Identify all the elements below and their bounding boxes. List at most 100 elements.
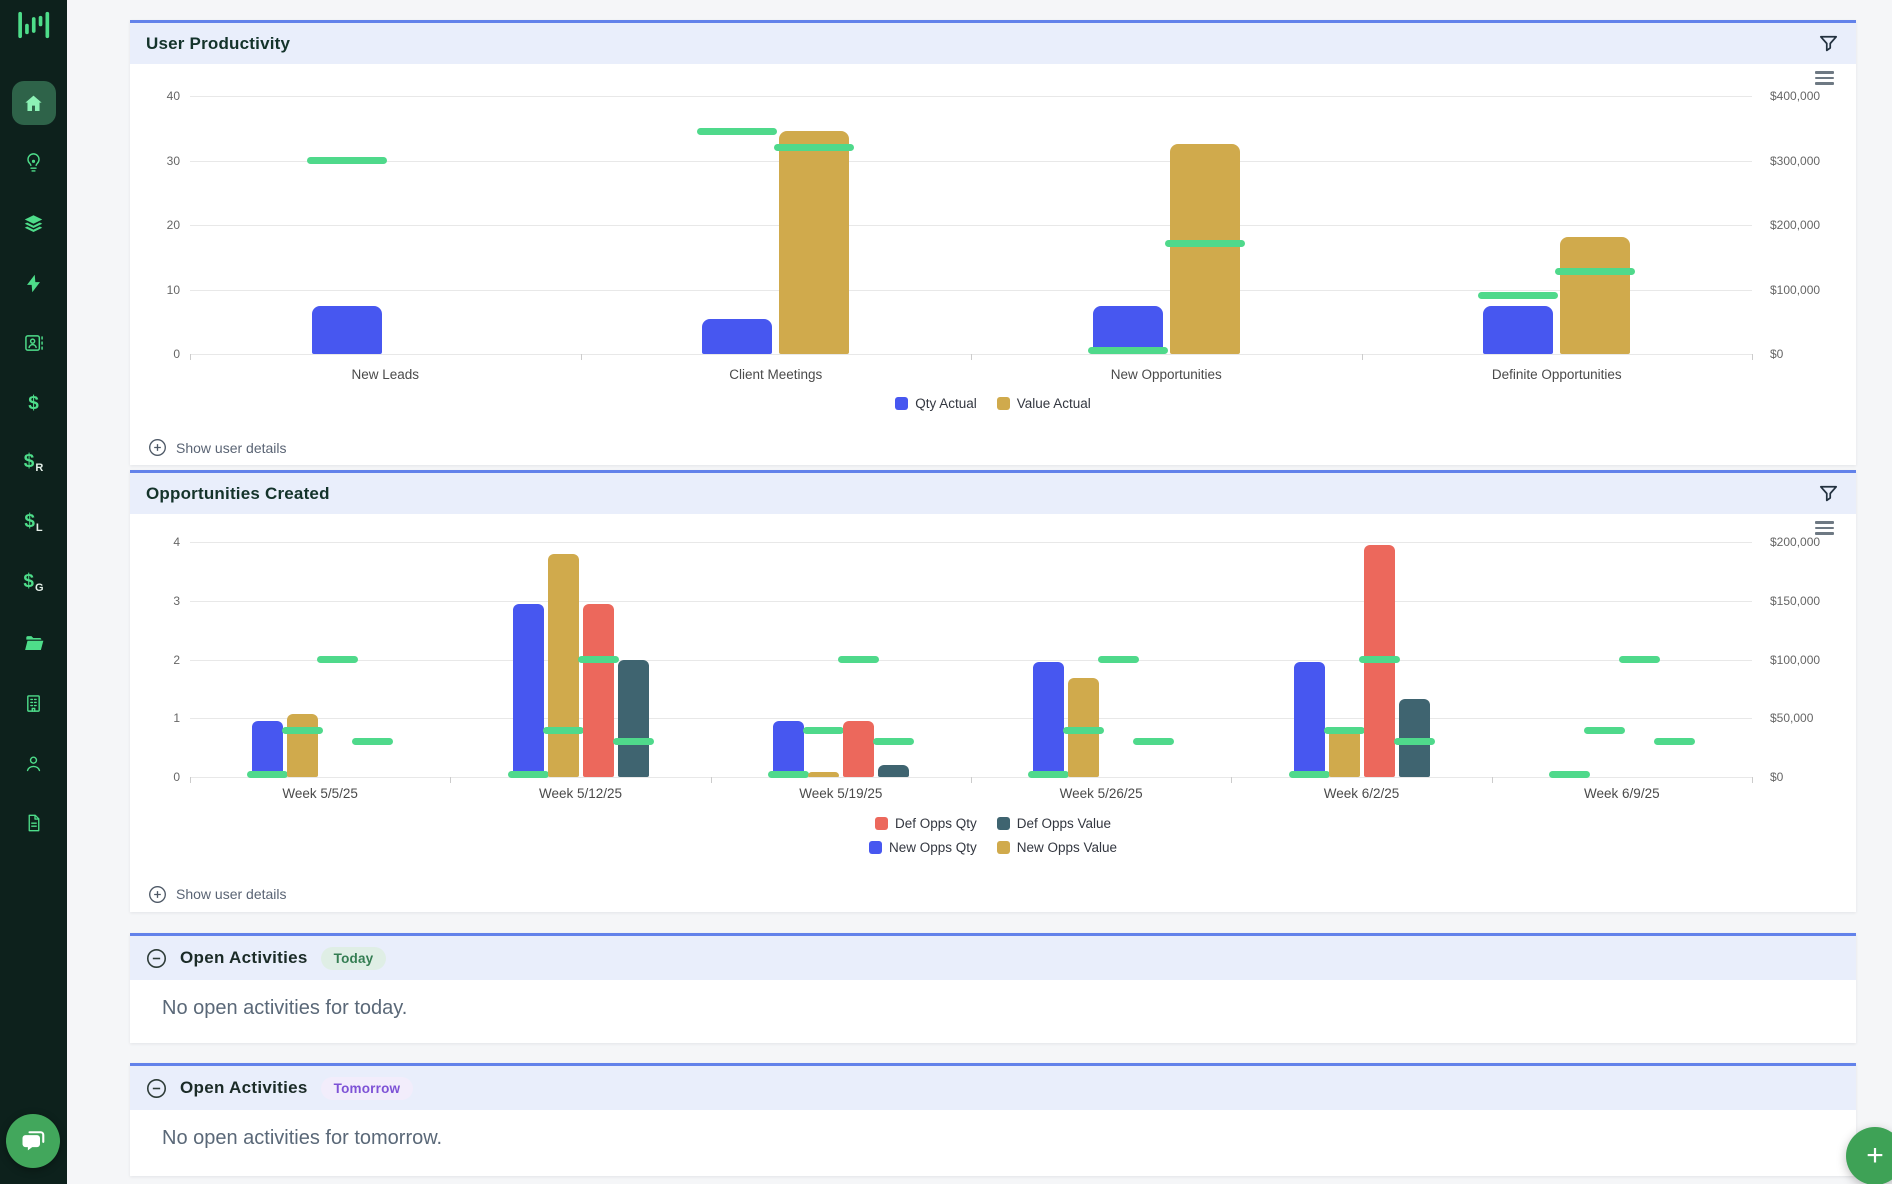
filter-icon[interactable]	[1817, 482, 1840, 505]
target-line-new-opps-qty	[1548, 771, 1590, 778]
y-axis-right-tick-label: $300,000	[1770, 153, 1821, 168]
bar-def-opps-value[interactable]	[1398, 699, 1430, 777]
y-axis-tick-label: 20	[166, 218, 180, 232]
gridline	[190, 225, 1752, 226]
sidebar-item-home[interactable]	[11, 81, 56, 125]
x-axis-tick	[190, 354, 191, 360]
bar-qty-actual[interactable]	[311, 305, 382, 354]
legend-item-value-actual[interactable]: Value Actual	[996, 396, 1091, 411]
bar-def-opps-value[interactable]	[617, 659, 649, 777]
bar-new-opps-qty[interactable]	[1293, 662, 1325, 777]
target-line-qty-actual	[1087, 347, 1168, 355]
bar-new-opps-qty[interactable]	[1033, 662, 1065, 777]
target-line-value-actual	[774, 144, 855, 152]
section-title: Open Activities	[180, 948, 308, 967]
bar-qty-actual[interactable]	[1483, 305, 1554, 354]
target-line-def-opps-qty	[1618, 656, 1660, 663]
sidebar-item-bolt[interactable]	[12, 261, 56, 305]
filter-icon[interactable]	[1817, 32, 1840, 55]
file-icon	[24, 813, 44, 833]
x-axis-tick	[710, 777, 712, 783]
bar-value-actual[interactable]	[779, 131, 850, 354]
target-line-new-opps-qty	[767, 771, 809, 778]
legend-item-def-opps-qty[interactable]: Def Opps Qty	[874, 816, 977, 831]
legend-item-new-opps-qty[interactable]: New Opps Qty	[868, 840, 977, 855]
show-user-details-button[interactable]: Show user details	[130, 430, 1856, 465]
collapse-minus-icon[interactable]	[146, 1078, 167, 1099]
opportunities-created-header: Opportunities Created	[130, 473, 1856, 514]
y-axis-tick-label: 4	[173, 535, 180, 549]
sidebar-item-dollar[interactable]: $	[12, 381, 56, 425]
bar-new-opps-value[interactable]	[547, 553, 579, 777]
target-line-def-opps-qty	[1358, 656, 1400, 663]
target-line-def-opps-value	[1653, 738, 1695, 746]
y-axis-right-tick-label: $200,000	[1770, 535, 1821, 549]
sidebar-item-user[interactable]	[12, 741, 56, 785]
y-axis-right-tick-label: $0	[1770, 347, 1784, 361]
bar-def-opps-value[interactable]	[877, 765, 909, 777]
bar-new-opps-qty[interactable]	[772, 721, 804, 777]
add-button[interactable]: +	[1846, 1127, 1892, 1184]
category-label: Week 6/9/25	[1584, 786, 1660, 801]
bar-new-opps-value[interactable]	[807, 772, 839, 777]
gridline	[190, 160, 1752, 162]
target-line-def-opps-qty	[1098, 656, 1140, 663]
category-label: Week 5/5/25	[282, 786, 358, 801]
target-line-qty-actual	[1478, 292, 1559, 300]
target-line-value-actual	[1164, 239, 1245, 247]
plus-icon: +	[1866, 1139, 1884, 1172]
app-logo[interactable]	[0, 8, 67, 42]
bar-new-opps-qty[interactable]	[512, 603, 544, 777]
bar-def-opps-qty[interactable]	[582, 603, 614, 777]
sidebar-item-dollar-g[interactable]: $G	[12, 561, 56, 605]
bar-new-opps-qty[interactable]	[252, 721, 284, 777]
target-line-new-opps-qty	[247, 771, 289, 778]
target-line-new-opps-qty	[1028, 771, 1070, 778]
empty-state-text: No open activities for today.	[162, 997, 408, 1019]
sidebar: $ $R $L $G	[0, 0, 67, 1184]
chart-legend-row: New Opps Qty New Opps Value	[130, 839, 1856, 855]
y-axis-tick-label: 2	[173, 652, 180, 667]
user-productivity-header: User Productivity	[130, 23, 1856, 64]
chart-context-menu-icon[interactable]	[1815, 71, 1834, 85]
target-line-def-opps-value	[612, 738, 654, 746]
legend-item-qty-actual[interactable]: Qty Actual	[895, 396, 977, 411]
bar-qty-actual[interactable]	[702, 319, 773, 354]
target-line-def-opps-value	[1133, 738, 1175, 746]
legend-item-def-opps-value[interactable]: Def Opps Value	[996, 816, 1111, 831]
y-axis-tick-label: 10	[166, 282, 180, 297]
bar-new-opps-value[interactable]	[287, 713, 319, 777]
target-line-value-actual	[1555, 267, 1636, 275]
home-icon	[23, 93, 44, 114]
y-axis-right-tick-label: $400,000	[1770, 89, 1821, 103]
sidebar-item-contact-card[interactable]	[12, 321, 56, 365]
bar-qty-actual[interactable]	[1092, 305, 1163, 354]
target-line-new-opps-qty	[1288, 771, 1330, 778]
sidebar-item-dollar-l[interactable]: $L	[12, 501, 56, 545]
sidebar-item-layers[interactable]	[12, 201, 56, 245]
category-label: New Leads	[351, 367, 420, 382]
target-line-def-opps-value	[872, 738, 914, 746]
legend-swatch	[996, 396, 1010, 410]
chart-context-menu-icon[interactable]	[1815, 521, 1834, 535]
show-user-details-button[interactable]: Show user details	[130, 876, 1856, 912]
target-line-new-opps-value	[1583, 726, 1625, 734]
bar-def-opps-qty[interactable]	[842, 721, 874, 777]
sidebar-item-building[interactable]	[12, 681, 56, 725]
layers-icon	[23, 213, 44, 234]
chat-button[interactable]	[6, 1114, 60, 1168]
sidebar-item-file[interactable]	[12, 801, 56, 845]
panel-user-productivity: User Productivity 0 $0 10 $100,000 20 $200,00…	[130, 20, 1856, 465]
legend-item-new-opps-value[interactable]: New Opps Value	[996, 840, 1117, 855]
sidebar-item-lightbulb[interactable]	[12, 141, 56, 185]
bar-new-opps-value[interactable]	[1328, 728, 1360, 777]
bar-value-actual[interactable]	[1560, 236, 1631, 354]
bar-value-actual[interactable]	[1169, 143, 1240, 354]
sidebar-item-folder[interactable]	[12, 621, 56, 665]
category-label: Definite Opportunities	[1491, 367, 1622, 382]
legend-label: Qty Actual	[915, 395, 977, 411]
sidebar-item-dollar-r[interactable]: $R	[12, 441, 56, 485]
collapse-minus-icon[interactable]	[146, 948, 167, 969]
y-axis-right-tick-label: $50,000	[1770, 711, 1814, 726]
